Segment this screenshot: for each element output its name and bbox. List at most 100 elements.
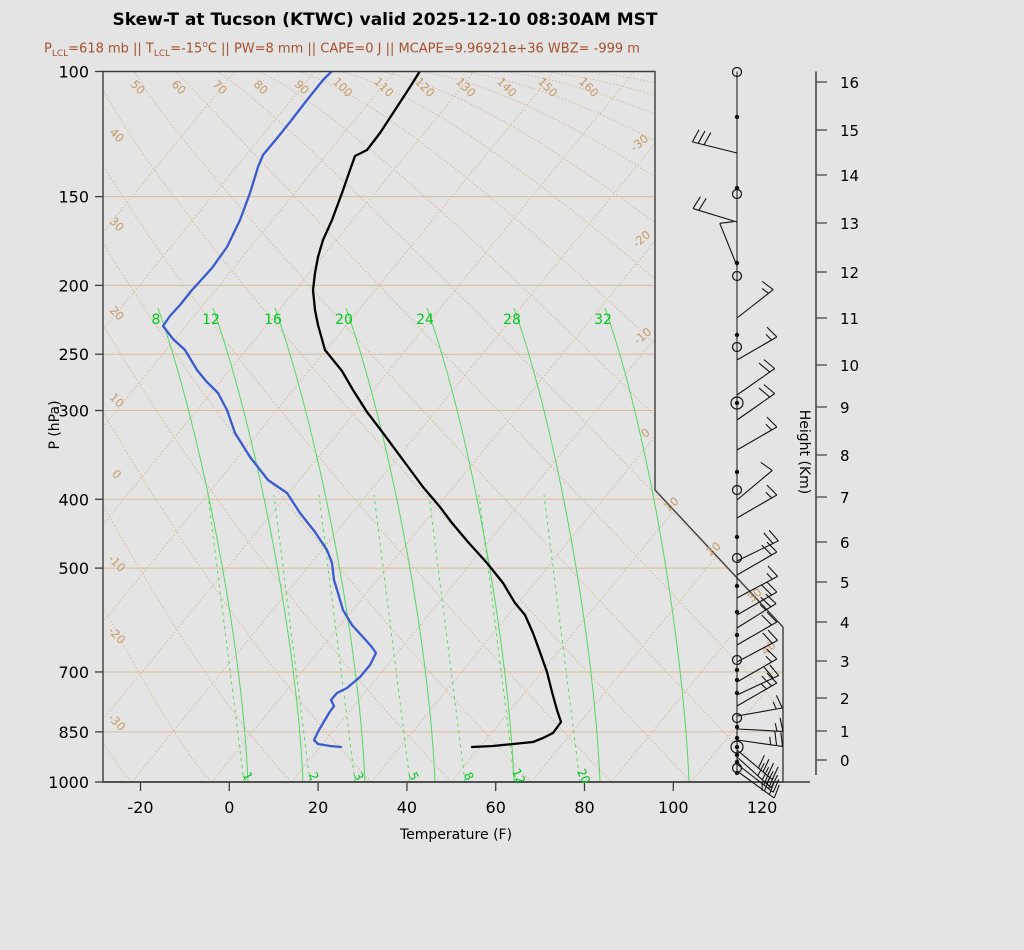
wind-level-dot — [734, 752, 740, 758]
pressure-tick-label: 100 — [58, 63, 89, 82]
temperature-curve — [311, 71, 563, 749]
mixing-ratio-line — [273, 494, 311, 782]
wind-barb-feather — [765, 593, 777, 605]
wind-barb-feather — [774, 731, 778, 746]
dry-adiabat-line — [103, 71, 452, 782]
wind-barb-feather — [761, 280, 774, 291]
isotherm-line — [103, 71, 236, 782]
height-tick-label: 15 — [840, 122, 859, 140]
wind-barb — [736, 326, 778, 361]
wind-barb-half-feather — [766, 572, 773, 580]
height-tick-label: 5 — [840, 574, 850, 592]
wind-barb-staff — [736, 289, 774, 319]
isotherm-label: 10 — [661, 494, 681, 514]
wind-barb — [736, 756, 779, 789]
dry-adiabat-line — [421, 71, 783, 782]
wind-barb-staff — [736, 749, 773, 780]
wind-barb — [736, 384, 776, 421]
wind-barb-staff — [736, 540, 779, 562]
height-tick-label: 9 — [840, 399, 850, 417]
wind-barb-staff — [736, 575, 778, 599]
wind-barb — [736, 461, 773, 501]
wind-barb — [736, 565, 779, 599]
mixing-ratio-label: 5 — [406, 770, 422, 783]
pressure-axis-label: P (hPa) — [47, 400, 63, 450]
dry-adiabat-line — [175, 71, 783, 782]
dry-adiabat-label: 30 — [107, 214, 127, 234]
moist-adiabat-line — [345, 307, 436, 782]
pressure-tick-label: 150 — [58, 188, 89, 207]
temperature-tick-label: -20 — [127, 798, 153, 817]
wind-barb — [736, 529, 779, 562]
pressure-tick-label: 1000 — [48, 773, 89, 792]
subtitle-segment: =618 mb || T — [68, 41, 154, 57]
temperature-tick-label: 60 — [486, 798, 506, 817]
dry-adiabat-line — [380, 71, 783, 782]
dry-adiabat-line — [103, 71, 612, 782]
wind-barb-half-feather — [765, 655, 773, 663]
isotherm-line — [370, 71, 783, 782]
wind-barb-half-feather — [774, 723, 778, 732]
wind-barb-feather — [763, 771, 770, 786]
wind-barb-staff — [736, 707, 783, 717]
wind-barb-staff — [719, 223, 738, 267]
temperature-axis-label: Temperature (F) — [399, 827, 513, 843]
wind-calm-circle — [731, 66, 743, 78]
dry-adiabat-line — [298, 71, 783, 782]
grid-layer — [103, 71, 783, 782]
pressure-tick-label: 700 — [58, 663, 89, 682]
wind-barb-feather — [697, 130, 706, 144]
wind-barb-feather — [761, 767, 770, 781]
dry-adiabat-line — [257, 71, 783, 782]
isotherm-line — [211, 71, 783, 782]
pressure-tick-label: 500 — [58, 559, 89, 578]
moist-adiabat-label: 32 — [594, 312, 612, 328]
wind-barb-feather — [761, 584, 773, 596]
wind-barb-feather — [772, 779, 780, 793]
moist-adiabat-label: 8 — [152, 312, 161, 328]
wind-barb-feather — [768, 529, 779, 542]
wind-barb-feather — [757, 763, 765, 776]
dry-adiabat-label: 10 — [107, 390, 127, 410]
height-tick-label: 14 — [840, 167, 859, 185]
wind-barb-feather — [763, 667, 774, 679]
wind-barb-half-feather — [760, 682, 767, 690]
wind-level-dot — [734, 724, 740, 730]
wind-barb-feather — [773, 784, 780, 799]
dry-adiabat-line — [339, 71, 783, 782]
wind-barb — [736, 695, 783, 717]
moist-adiabat-label: 28 — [503, 312, 521, 328]
wind-barb-half-feather — [759, 604, 767, 611]
wind-barb — [736, 581, 778, 616]
isotherm-label: 20 — [703, 539, 723, 559]
wind-barb-staff — [736, 591, 778, 616]
wind-barb — [736, 770, 780, 799]
dry-adiabat-line — [103, 71, 532, 782]
height-tick-label: 3 — [840, 653, 850, 671]
isotherm-label: 0 — [638, 425, 653, 440]
wind-barb-feather — [762, 632, 773, 644]
wind-barb-staff — [736, 675, 779, 696]
wind-barb — [719, 221, 738, 267]
wind-barb — [736, 280, 774, 319]
wind-level-dot — [734, 469, 740, 475]
wind-level-dot — [734, 583, 740, 589]
mixing-ratio-label: 12 — [509, 766, 528, 786]
isotherm-line — [103, 71, 635, 782]
height-tick-label: 7 — [840, 489, 850, 507]
wind-barb-feather — [757, 755, 765, 769]
wind-barb-feather — [691, 129, 700, 143]
wind-barb-staff — [736, 426, 778, 451]
pressure-tick-label: 400 — [58, 490, 89, 509]
wind-barb-feather — [758, 387, 771, 398]
moist-adiabat-line — [513, 307, 601, 782]
wind-barb-half-feather — [772, 701, 777, 710]
wind-barb-feather — [758, 362, 771, 373]
sounding-parameters: PLCL=618 mb || TLCL=-15oC || PW=8 mm || … — [44, 40, 640, 59]
isotherm-label: 40 — [758, 638, 778, 658]
wind-level-dot — [734, 534, 740, 540]
wind-barb-feather — [761, 614, 773, 626]
moist-adiabat-line — [274, 307, 366, 782]
wind-barb — [736, 541, 778, 576]
